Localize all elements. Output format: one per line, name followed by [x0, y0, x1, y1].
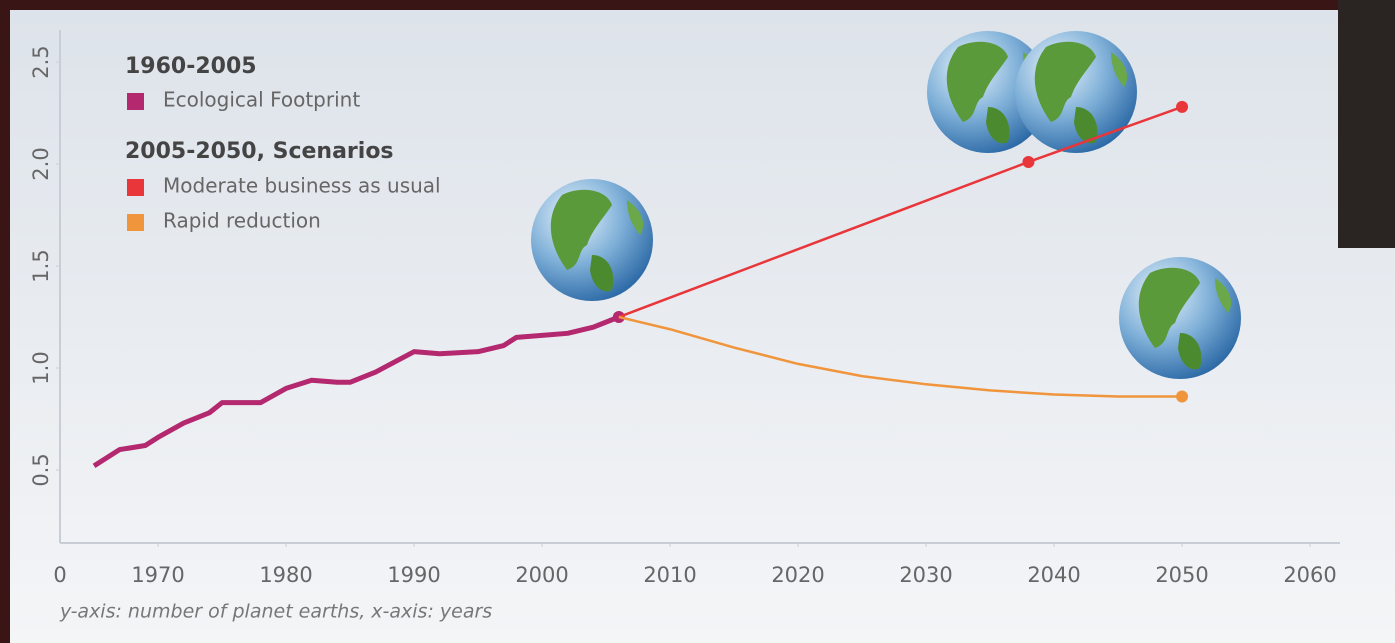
x-tick-label: 2050: [1155, 563, 1208, 587]
y-tick-label: 1.0: [29, 351, 53, 384]
legend-swatch: [127, 93, 144, 110]
x-tick-label: 2010: [643, 563, 696, 587]
legend-label: Rapid reduction: [163, 209, 321, 233]
x-tick-label: 1970: [131, 563, 184, 587]
y-tick-label: 2.0: [29, 147, 53, 180]
x-tick-label: 2020: [771, 563, 824, 587]
data-point: [1176, 390, 1189, 403]
y-tick-label: 1.5: [29, 249, 53, 282]
globe-icon: [1119, 257, 1241, 379]
plot-area: 0.5 1.0 1.5 2.0 2.5 1970 1980 1990 2000 2010 2020 2…: [29, 30, 1340, 587]
data-point: [1022, 155, 1035, 168]
y-tick-label: 2.5: [29, 45, 53, 78]
legend-swatch: [127, 214, 144, 231]
series-line: [618, 315, 1183, 398]
x-tick-label: 1980: [259, 563, 312, 587]
photo-corner: [1338, 0, 1395, 248]
x-origin-label: 0: [53, 563, 66, 587]
legend-heading: 2005-2050, Scenarios: [125, 139, 394, 164]
legend-heading: 1960-2005: [125, 54, 257, 79]
legend-swatch: [127, 179, 144, 196]
x-tick-label: 2000: [515, 563, 568, 587]
x-tick-label: 1990: [387, 563, 440, 587]
x-tick-label: 2030: [899, 563, 952, 587]
legend-label: Ecological Footprint: [163, 88, 360, 112]
x-tick-label: 2040: [1027, 563, 1080, 587]
legend-label: Moderate business as usual: [163, 174, 441, 198]
x-tick-label: 2060: [1283, 563, 1336, 587]
globe-icon: [1015, 31, 1137, 153]
y-tick-label: 0.5: [29, 453, 53, 486]
series-line: [92, 314, 620, 469]
globe-icon: [531, 179, 653, 301]
data-point: [1176, 100, 1189, 113]
caption: y-axis: number of planet earths, x-axis:…: [59, 601, 492, 623]
